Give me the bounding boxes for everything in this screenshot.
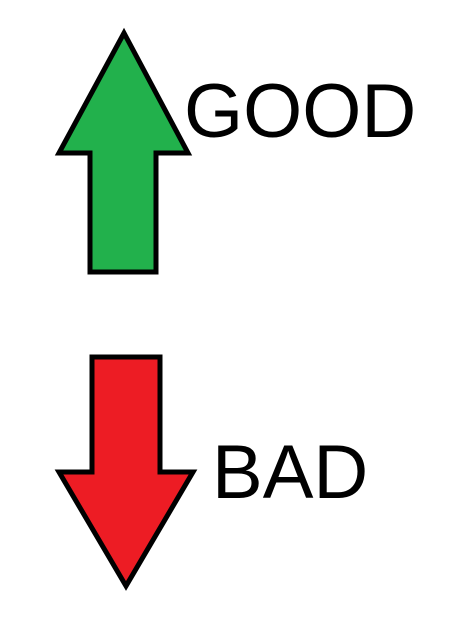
up-arrow-icon xyxy=(54,27,193,275)
good-label: GOOD xyxy=(184,69,417,154)
down-arrow-icon xyxy=(54,354,198,591)
bad-label: BAD xyxy=(212,430,369,515)
